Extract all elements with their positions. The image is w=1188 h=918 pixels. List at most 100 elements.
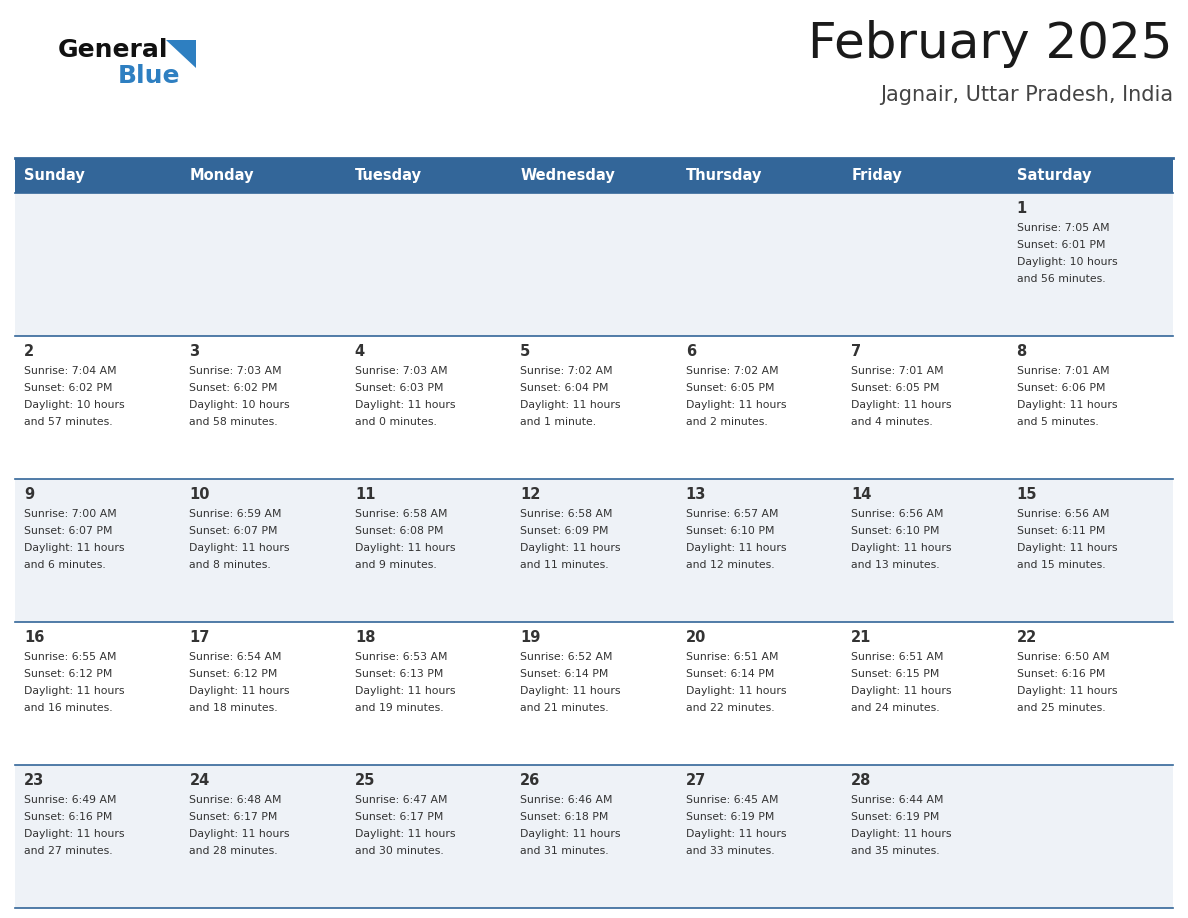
Text: and 9 minutes.: and 9 minutes. [355, 560, 437, 570]
Text: Sunrise: 6:55 AM: Sunrise: 6:55 AM [24, 652, 116, 662]
Text: and 58 minutes.: and 58 minutes. [189, 417, 278, 427]
Text: Sunrise: 7:01 AM: Sunrise: 7:01 AM [851, 366, 943, 376]
Text: Sunrise: 7:02 AM: Sunrise: 7:02 AM [520, 366, 613, 376]
Text: Sunrise: 7:02 AM: Sunrise: 7:02 AM [685, 366, 778, 376]
Text: Sunset: 6:06 PM: Sunset: 6:06 PM [1017, 383, 1105, 393]
Text: and 15 minutes.: and 15 minutes. [1017, 560, 1105, 570]
Text: Sunset: 6:07 PM: Sunset: 6:07 PM [189, 526, 278, 536]
Bar [677, 193, 842, 336]
Text: Sunset: 6:19 PM: Sunset: 6:19 PM [685, 812, 775, 822]
Text: Sunrise: 6:46 AM: Sunrise: 6:46 AM [520, 795, 613, 805]
Text: 22: 22 [1017, 630, 1037, 645]
Text: Sunset: 6:02 PM: Sunset: 6:02 PM [24, 383, 113, 393]
Text: Daylight: 11 hours: Daylight: 11 hours [685, 829, 786, 839]
Text: and 22 minutes.: and 22 minutes. [685, 703, 775, 713]
Text: Daylight: 11 hours: Daylight: 11 hours [520, 686, 621, 696]
Text: Sunset: 6:17 PM: Sunset: 6:17 PM [355, 812, 443, 822]
Text: 19: 19 [520, 630, 541, 645]
Text: Sunset: 6:14 PM: Sunset: 6:14 PM [685, 669, 775, 679]
Text: Sunrise: 6:47 AM: Sunrise: 6:47 AM [355, 795, 448, 805]
Text: 27: 27 [685, 773, 706, 788]
Bar [15, 193, 181, 336]
Text: 13: 13 [685, 487, 706, 502]
Text: Daylight: 11 hours: Daylight: 11 hours [851, 829, 952, 839]
Text: Sunset: 6:09 PM: Sunset: 6:09 PM [520, 526, 608, 536]
Text: Sunset: 6:10 PM: Sunset: 6:10 PM [851, 526, 940, 536]
Text: 8: 8 [1017, 344, 1026, 359]
Bar [511, 622, 677, 765]
Text: Daylight: 11 hours: Daylight: 11 hours [355, 686, 455, 696]
Text: February 2025: February 2025 [809, 20, 1173, 68]
Text: 24: 24 [189, 773, 209, 788]
Text: Daylight: 11 hours: Daylight: 11 hours [24, 686, 125, 696]
Text: 2: 2 [24, 344, 34, 359]
Text: and 56 minutes.: and 56 minutes. [1017, 274, 1105, 284]
Bar [677, 158, 842, 193]
Bar [1007, 158, 1173, 193]
Text: Daylight: 11 hours: Daylight: 11 hours [355, 543, 455, 553]
Text: Blue: Blue [118, 64, 181, 88]
Bar [677, 336, 842, 479]
Text: Monday: Monday [189, 168, 254, 183]
Bar [346, 158, 511, 193]
Bar [346, 336, 511, 479]
Text: 16: 16 [24, 630, 44, 645]
Text: Sunrise: 6:52 AM: Sunrise: 6:52 AM [520, 652, 613, 662]
Text: 15: 15 [1017, 487, 1037, 502]
Text: Sunset: 6:08 PM: Sunset: 6:08 PM [355, 526, 443, 536]
Text: Wednesday: Wednesday [520, 168, 615, 183]
Text: 7: 7 [851, 344, 861, 359]
Bar [842, 158, 1007, 193]
Bar [181, 336, 346, 479]
Text: Daylight: 11 hours: Daylight: 11 hours [189, 543, 290, 553]
Bar [842, 336, 1007, 479]
Text: 3: 3 [189, 344, 200, 359]
Text: 25: 25 [355, 773, 375, 788]
Bar [15, 479, 181, 622]
Text: 28: 28 [851, 773, 872, 788]
Text: General: General [58, 38, 169, 62]
Text: Daylight: 11 hours: Daylight: 11 hours [851, 543, 952, 553]
Text: and 8 minutes.: and 8 minutes. [189, 560, 271, 570]
Text: and 1 minute.: and 1 minute. [520, 417, 596, 427]
Text: Daylight: 11 hours: Daylight: 11 hours [1017, 543, 1117, 553]
Text: and 5 minutes.: and 5 minutes. [1017, 417, 1099, 427]
Text: Daylight: 11 hours: Daylight: 11 hours [1017, 686, 1117, 696]
Text: and 19 minutes.: and 19 minutes. [355, 703, 443, 713]
Text: Daylight: 11 hours: Daylight: 11 hours [520, 400, 621, 410]
Text: and 27 minutes.: and 27 minutes. [24, 846, 113, 856]
Text: Sunrise: 7:01 AM: Sunrise: 7:01 AM [1017, 366, 1110, 376]
Text: Daylight: 11 hours: Daylight: 11 hours [685, 543, 786, 553]
Bar [677, 765, 842, 908]
Text: Sunrise: 6:56 AM: Sunrise: 6:56 AM [851, 509, 943, 519]
Text: 9: 9 [24, 487, 34, 502]
Text: Sunset: 6:01 PM: Sunset: 6:01 PM [1017, 240, 1105, 250]
Text: Daylight: 11 hours: Daylight: 11 hours [685, 686, 786, 696]
Bar [511, 158, 677, 193]
Bar [842, 479, 1007, 622]
Polygon shape [166, 40, 196, 68]
Text: Daylight: 11 hours: Daylight: 11 hours [24, 829, 125, 839]
Text: and 28 minutes.: and 28 minutes. [189, 846, 278, 856]
Text: Sunset: 6:14 PM: Sunset: 6:14 PM [520, 669, 608, 679]
Text: Sunrise: 7:03 AM: Sunrise: 7:03 AM [355, 366, 448, 376]
Bar [346, 479, 511, 622]
Text: Sunrise: 6:45 AM: Sunrise: 6:45 AM [685, 795, 778, 805]
Text: 6: 6 [685, 344, 696, 359]
Bar [1007, 622, 1173, 765]
Text: Sunrise: 7:04 AM: Sunrise: 7:04 AM [24, 366, 116, 376]
Text: 1: 1 [1017, 201, 1026, 216]
Text: Sunset: 6:15 PM: Sunset: 6:15 PM [851, 669, 940, 679]
Text: and 35 minutes.: and 35 minutes. [851, 846, 940, 856]
Text: 14: 14 [851, 487, 872, 502]
Text: Sunset: 6:12 PM: Sunset: 6:12 PM [24, 669, 113, 679]
Text: and 11 minutes.: and 11 minutes. [520, 560, 609, 570]
Text: 5: 5 [520, 344, 531, 359]
Text: Sunset: 6:13 PM: Sunset: 6:13 PM [355, 669, 443, 679]
Text: Sunset: 6:18 PM: Sunset: 6:18 PM [520, 812, 608, 822]
Text: and 30 minutes.: and 30 minutes. [355, 846, 443, 856]
Bar [1007, 193, 1173, 336]
Text: Friday: Friday [851, 168, 902, 183]
Text: Daylight: 10 hours: Daylight: 10 hours [1017, 257, 1117, 267]
Text: and 12 minutes.: and 12 minutes. [685, 560, 775, 570]
